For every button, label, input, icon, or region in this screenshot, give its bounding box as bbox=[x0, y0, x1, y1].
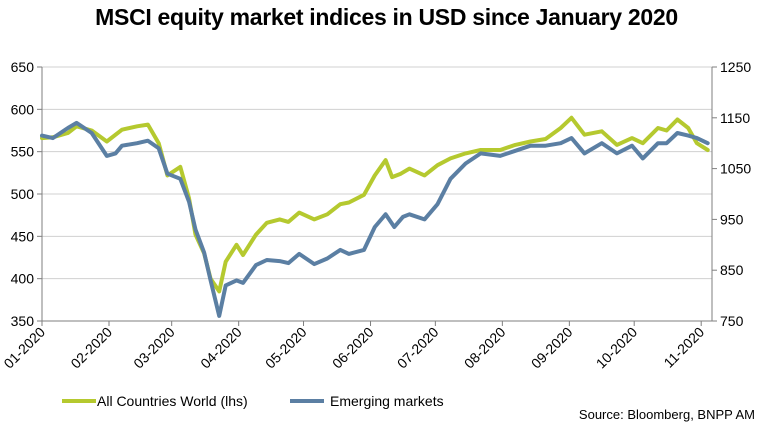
x-tick-label: 06-2020 bbox=[329, 324, 377, 372]
x-axis: 01-2020 02-2020 03-2020 04-2020 05-2020 06-20… bbox=[0, 321, 707, 371]
x-tick-label: 04-2020 bbox=[197, 324, 245, 372]
x-tick-label: 08-2020 bbox=[461, 324, 509, 372]
series-lines bbox=[40, 115, 710, 318]
legend-label-em: Emerging markets bbox=[330, 393, 444, 409]
x-tick-label: 01-2020 bbox=[0, 324, 48, 372]
x-tick-label: 10-2020 bbox=[593, 324, 641, 372]
right-tick-label: 1150 bbox=[720, 110, 750, 126]
x-tick-label: 05-2020 bbox=[262, 324, 310, 372]
right-y-axis: 750 850 950 1050 1150 1250 bbox=[712, 59, 751, 329]
legend: All Countries World (lhs) Emerging marke… bbox=[62, 393, 444, 409]
right-tick-label: 950 bbox=[720, 211, 744, 227]
right-tick-label: 1250 bbox=[720, 59, 751, 75]
left-tick-label: 350 bbox=[11, 313, 35, 329]
right-tick-label: 1050 bbox=[720, 161, 751, 177]
left-y-axis: 350 400 450 500 550 600 650 bbox=[11, 59, 42, 329]
x-tick-label: 03-2020 bbox=[130, 324, 178, 372]
x-tick-label: 09-2020 bbox=[528, 324, 576, 372]
left-tick-label: 550 bbox=[11, 144, 35, 160]
series-line-em bbox=[40, 120, 710, 318]
source-note: Source: Bloomberg, BNPP AM bbox=[578, 407, 755, 422]
right-tick-label: 750 bbox=[720, 313, 744, 329]
left-tick-label: 450 bbox=[11, 228, 35, 244]
right-tick-label: 850 bbox=[720, 262, 744, 278]
chart-title: MSCI equity market indices in USD since … bbox=[95, 4, 678, 30]
x-tick-label: 11-2020 bbox=[660, 324, 707, 371]
legend-label-acwi: All Countries World (lhs) bbox=[97, 393, 248, 409]
left-tick-label: 600 bbox=[11, 101, 35, 117]
gridlines bbox=[42, 66, 712, 280]
left-tick-label: 650 bbox=[11, 59, 35, 75]
left-tick-label: 500 bbox=[11, 186, 35, 202]
x-tick-label: 02-2020 bbox=[67, 324, 115, 372]
x-tick-label: 07-2020 bbox=[394, 324, 442, 372]
left-tick-label: 400 bbox=[11, 271, 35, 287]
